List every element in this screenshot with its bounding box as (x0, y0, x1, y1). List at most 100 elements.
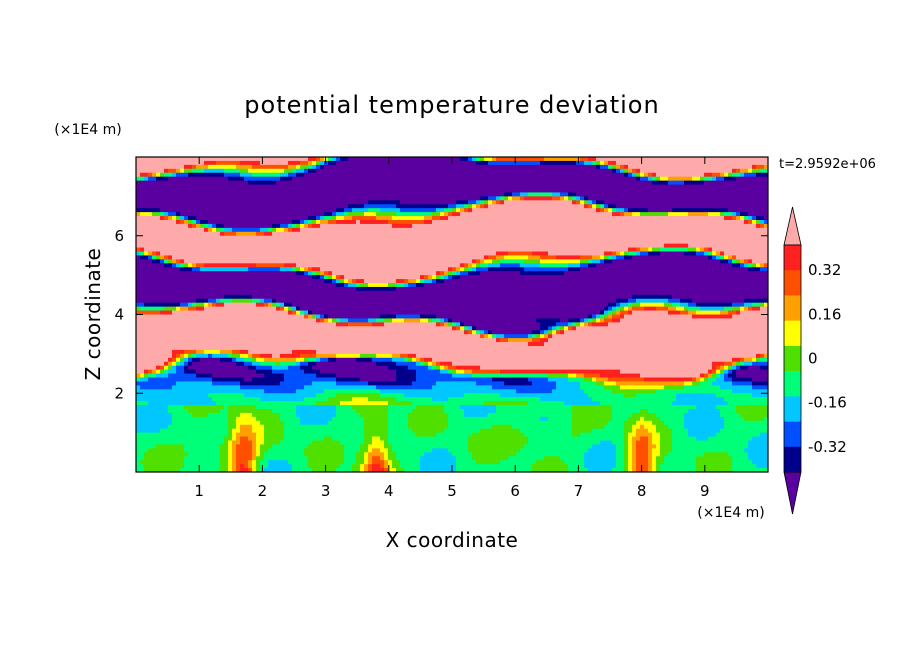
contour-cell (516, 235, 521, 241)
contour-cell (752, 212, 757, 217)
contour-cell (560, 271, 565, 276)
contour-cell (300, 204, 305, 209)
contour-cell (184, 204, 189, 209)
contour-cell (644, 231, 649, 237)
contour-cell (496, 168, 501, 174)
contour-cell (764, 243, 768, 248)
contour-cell (416, 160, 421, 166)
contour-cell (744, 251, 749, 256)
contour-cell (324, 160, 329, 166)
contour-cell (668, 263, 673, 268)
contour-cell (356, 267, 361, 272)
contour-cell (404, 204, 409, 209)
contour-cell (136, 259, 141, 264)
contour-cell (476, 235, 481, 241)
contour-cell (328, 231, 333, 237)
contour-cell (724, 255, 729, 260)
contour-cell (348, 247, 353, 252)
contour-cell (156, 164, 161, 170)
contour-cell (232, 200, 237, 205)
contour-cell (460, 160, 465, 166)
contour-cell (388, 216, 393, 221)
contour-cell (304, 196, 309, 201)
contour-cell (200, 259, 205, 264)
contour-cell (392, 192, 397, 197)
contour-cell (300, 192, 305, 197)
contour-cell (384, 227, 389, 233)
contour-cell (732, 212, 737, 217)
contour-cell (328, 180, 333, 185)
contour-cell (240, 220, 245, 225)
contour-cell (484, 180, 489, 185)
contour-cell (312, 247, 317, 252)
contour-cell (716, 231, 721, 237)
contour-cell (544, 196, 549, 201)
contour-cell (332, 216, 337, 221)
contour-cell (292, 216, 297, 221)
contour-cell (732, 204, 737, 209)
contour-cell (168, 243, 173, 248)
contour-cell (632, 176, 637, 182)
contour-cell (664, 176, 669, 182)
contour-cell (252, 200, 257, 205)
contour-cell (480, 176, 485, 182)
contour-cell (208, 271, 213, 276)
contour-cell (592, 188, 597, 193)
contour-cell (248, 223, 253, 229)
contour-cell (200, 184, 205, 189)
contour-cell (148, 255, 153, 260)
contour-cell (420, 196, 425, 201)
contour-cell (260, 227, 265, 233)
contour-cell (432, 168, 437, 174)
contour-cell (616, 168, 621, 174)
contour-cell (164, 212, 169, 217)
contour-cell (192, 267, 197, 272)
contour-cell (248, 208, 253, 213)
contour-cell (260, 208, 265, 213)
contour-cell (396, 247, 401, 252)
contour-cell (336, 208, 341, 213)
contour-cell (748, 164, 753, 170)
contour-cell (308, 271, 313, 276)
contour-cell (520, 227, 525, 233)
contour-cell (668, 188, 673, 193)
contour-cell (160, 263, 165, 268)
contour-cell (364, 204, 369, 209)
contour-cell (196, 279, 201, 284)
contour-cell (500, 275, 505, 280)
contour-cell (512, 168, 517, 174)
contour-cell (404, 180, 409, 185)
contour-cell (348, 279, 353, 284)
contour-cell (356, 180, 361, 185)
contour-cell (288, 279, 293, 284)
contour-cell (272, 216, 277, 221)
contour-cell (356, 176, 361, 182)
contour-cell (636, 200, 641, 205)
contour-cell (424, 267, 429, 272)
contour-cell (648, 204, 653, 209)
contour-cell (584, 235, 589, 241)
contour-cell (592, 255, 597, 260)
contour-cell (240, 235, 245, 241)
contour-cell (356, 172, 361, 178)
contour-cell (296, 255, 301, 260)
contour-cell (604, 263, 609, 268)
contour-cell (464, 157, 469, 162)
contour-cell (288, 160, 293, 166)
contour-cell (444, 212, 449, 217)
contour-cell (404, 223, 409, 229)
contour-cell (648, 164, 653, 170)
contour-cell (560, 157, 565, 162)
contour-cell (500, 157, 505, 162)
contour-cell (476, 231, 481, 237)
contour-cell (524, 168, 529, 174)
contour-cell (420, 279, 425, 284)
contour-cell (348, 188, 353, 193)
contour-cell (724, 235, 729, 241)
contour-cell (144, 184, 149, 189)
contour-cell (608, 157, 613, 162)
contour-cell (368, 192, 373, 197)
contour-cell (696, 212, 701, 217)
contour-cell (356, 239, 361, 245)
contour-cell (464, 184, 469, 189)
